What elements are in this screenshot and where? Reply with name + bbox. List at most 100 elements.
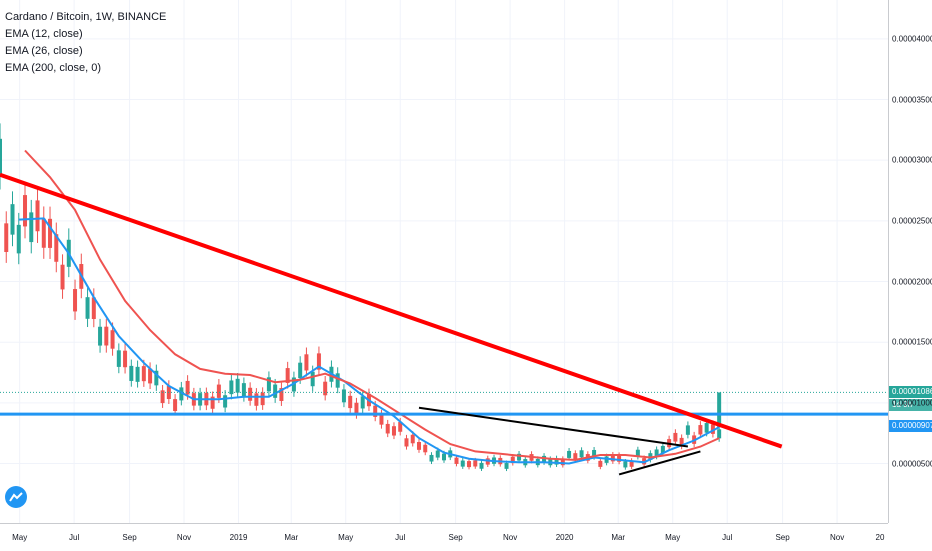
- ema-26-line: [24, 149, 720, 461]
- candle-body: [423, 444, 428, 453]
- candle-body: [254, 393, 259, 406]
- candle-body: [298, 362, 303, 379]
- candle-body: [554, 458, 559, 465]
- candle-body: [141, 366, 146, 382]
- candle-body: [598, 460, 603, 467]
- candle-body: [179, 387, 184, 401]
- legend-ema-26[interactable]: EMA (26, close): [5, 45, 83, 57]
- tradingview-logo-icon[interactable]: [5, 486, 27, 508]
- descending-trendline: [0, 172, 783, 449]
- candle-body: [310, 371, 315, 387]
- candle-body: [416, 442, 421, 450]
- candle-body: [429, 454, 434, 462]
- time-tick-label: Mar: [284, 533, 299, 542]
- candle-body: [704, 423, 709, 433]
- candle-body: [304, 354, 309, 371]
- chart-plot[interactable]: [0, 0, 888, 523]
- time-tick-label: 2019: [229, 533, 248, 542]
- candle-body: [35, 200, 40, 232]
- candle-body: [673, 432, 678, 442]
- candle-body: [123, 350, 128, 368]
- candle-body: [341, 389, 346, 403]
- candle-body: [279, 388, 284, 402]
- candle-body: [235, 378, 240, 393]
- candle-body: [104, 326, 109, 346]
- price-tick-label: 0.00000500: [892, 459, 932, 469]
- candle-body: [435, 450, 440, 458]
- candle-body: [710, 424, 715, 434]
- candle-body: [510, 456, 515, 464]
- time-tick-label: 20: [875, 533, 885, 542]
- candle-body: [685, 425, 690, 435]
- candle-body: [404, 438, 409, 447]
- candle-body: [60, 264, 65, 290]
- candle-body: [135, 366, 140, 382]
- candle-body: [454, 457, 459, 464]
- triangle-lower-line: [618, 450, 701, 476]
- chart-area[interactable]: Cardano / Bitcoin, 1W, BINANCE EMA (12, …: [0, 0, 888, 523]
- candle-body: [410, 434, 415, 444]
- candle-body: [473, 460, 478, 467]
- candle-body: [54, 234, 59, 262]
- time-tick-label: Nov: [829, 533, 845, 542]
- candle-body: [654, 449, 659, 457]
- price-axis[interactable]: 0.00001086 1d 9h 0.00000907 0.00004000 0.…: [888, 0, 932, 523]
- candle-body: [16, 224, 21, 254]
- candle-body: [323, 381, 328, 396]
- price-tick-label: 0.00003500: [892, 95, 932, 104]
- current-price-badge: 0.00001086: [889, 386, 932, 399]
- candle-body: [679, 437, 684, 447]
- candle-body: [629, 460, 634, 467]
- candle-body: [98, 326, 103, 346]
- candle-body: [442, 453, 446, 461]
- candle-body: [504, 463, 509, 469]
- candle-body: [460, 460, 465, 467]
- candle-body: [635, 449, 640, 457]
- candle-body: [23, 195, 28, 227]
- candle-body: [623, 461, 628, 468]
- candle-body: [29, 212, 34, 243]
- candle-body: [479, 462, 484, 469]
- candle-body: [216, 384, 221, 398]
- triangle-upper-line: [418, 406, 689, 448]
- candle-body: [10, 204, 15, 235]
- candle-body: [185, 380, 190, 395]
- candle-body: [260, 392, 265, 406]
- legend-ema-200[interactable]: EMA (200, close, 0): [5, 62, 101, 74]
- candle-body: [41, 218, 46, 248]
- time-tick-label: Sep: [775, 533, 790, 542]
- price-tick-label: 0.00001000: [892, 398, 932, 408]
- candle-body: [579, 450, 584, 458]
- time-tick-label: Nov: [176, 533, 192, 542]
- price-tick-label: 0.00003000: [892, 155, 932, 165]
- candle-body: [617, 455, 622, 462]
- legend-ema-12[interactable]: EMA (12, close): [5, 28, 83, 40]
- legend-symbol-title[interactable]: Cardano / Bitcoin, 1W, BINANCE: [5, 11, 167, 23]
- candle-body: [48, 218, 53, 248]
- candle-body: [698, 425, 703, 435]
- time-axis[interactable]: May Jul Sep Nov 2019 Mar May Jul Sep Nov 2020 Mar Ma…: [0, 523, 888, 551]
- time-tick-label: Jul: [69, 533, 80, 542]
- candle-body: [335, 373, 340, 388]
- candle-body: [241, 383, 246, 397]
- candle-body: [248, 387, 253, 401]
- candle-body: [316, 353, 321, 370]
- candle-body: [592, 449, 597, 458]
- candle-body: [91, 297, 96, 320]
- candle-body: [385, 423, 390, 434]
- candle-body: [210, 396, 215, 409]
- candle-body: [360, 396, 365, 409]
- candle-body: [348, 395, 353, 409]
- candle-body: [110, 330, 115, 349]
- time-tick-label: Sep: [122, 533, 137, 542]
- candle-body: [273, 384, 278, 398]
- candle-body: [391, 426, 396, 436]
- candle-body: [0, 138, 2, 176]
- candle-body: [129, 365, 134, 381]
- price-tick-label: 0.00002000: [892, 277, 932, 287]
- candle-body: [398, 422, 403, 432]
- candle-body: [266, 377, 271, 392]
- candle-body: [154, 370, 159, 386]
- candle-body: [542, 455, 547, 463]
- time-tick-label: Mar: [611, 533, 626, 542]
